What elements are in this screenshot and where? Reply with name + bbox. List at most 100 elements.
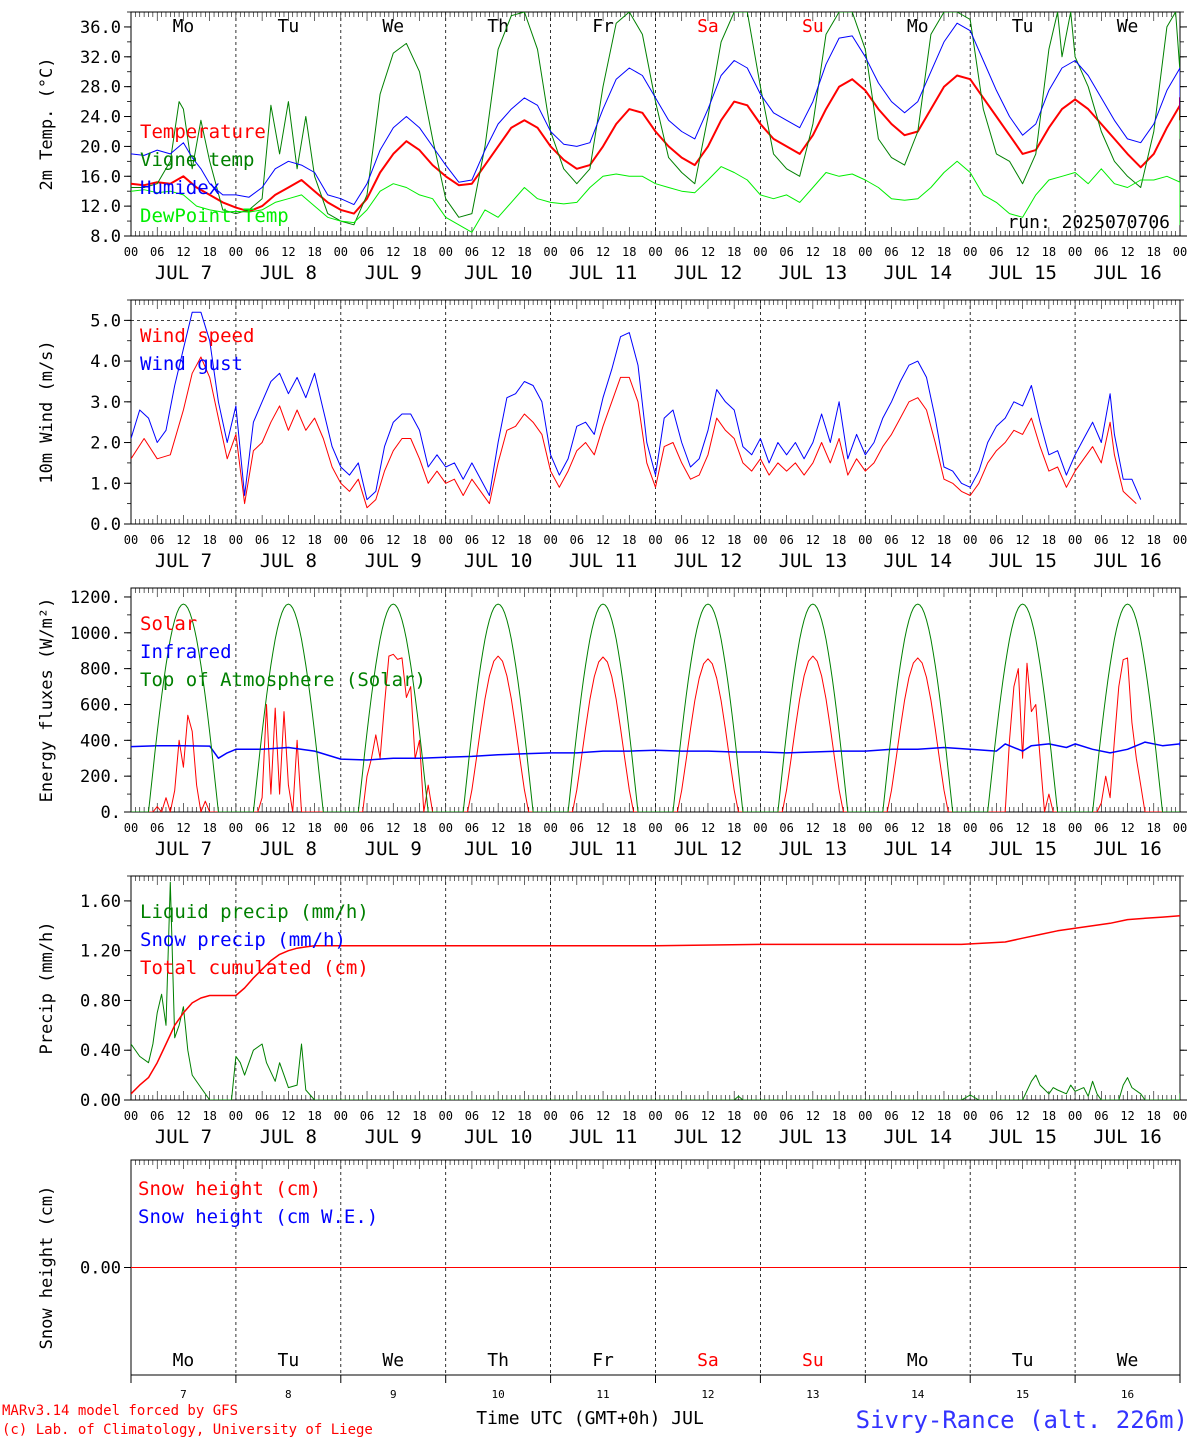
- x-hour-label: 00: [543, 245, 557, 259]
- weekday-label: Tu: [278, 1350, 300, 1371]
- x-date-label: JUL 11: [569, 1126, 638, 1148]
- weekday-label: Mo: [907, 16, 929, 37]
- panel-temperature: 8.0 12.0 16.0 20.0 24.0 28.0 32.0 36.0 2m Temp. …: [37, 11, 1187, 284]
- x-hour-label: 18: [937, 533, 951, 547]
- x-hour-label: 12: [386, 821, 400, 835]
- y-tick-label: 0.00: [80, 1091, 121, 1111]
- x-hour-label: 12: [596, 245, 610, 259]
- x-hour-label: 12: [1120, 533, 1134, 547]
- x-hour-label: 06: [674, 821, 688, 835]
- x-hour-label: 12: [1015, 821, 1029, 835]
- legend-item: Liquid precip (mm/h): [140, 901, 369, 923]
- day-number-label: 12: [701, 1388, 714, 1401]
- x-hour-label: 06: [674, 245, 688, 259]
- y-tick-label: 3.0: [90, 393, 121, 413]
- x-date-label: JUL 10: [464, 550, 533, 572]
- weekday-label: Tu: [278, 16, 300, 37]
- series-line-top-of-atmosphere-solar-: [131, 603, 1180, 812]
- x-date-label: JUL 15: [988, 262, 1057, 284]
- x-date-label: JUL 11: [569, 838, 638, 860]
- x-date-label: JUL 14: [883, 262, 952, 284]
- series-line-wind-gust: [131, 311, 1142, 501]
- x-date-label: JUL 11: [569, 262, 638, 284]
- x-hour-label: 06: [255, 1109, 269, 1123]
- x-hour-label: 12: [911, 245, 925, 259]
- y-tick-label: 1200.: [70, 588, 121, 608]
- weekday-label: Sa: [697, 16, 719, 37]
- y-tick-label: 24.0: [80, 108, 121, 128]
- x-hour-label: 00: [124, 533, 138, 547]
- x-hour-label: 00: [334, 1109, 348, 1123]
- y-tick-label: 4.0: [90, 352, 121, 372]
- x-hour-label: 00: [858, 245, 872, 259]
- x-date-label: JUL 11: [569, 550, 638, 572]
- weekday-label: Fr: [592, 16, 614, 37]
- x-date-label: JUL 16: [1093, 1126, 1162, 1148]
- series-line-vigne-temp: [131, 12, 1180, 226]
- x-date-label: JUL 7: [155, 550, 212, 572]
- x-hour-label: 06: [255, 533, 269, 547]
- y-axis-title: Energy fluxes (W/m²): [37, 598, 57, 803]
- x-date-label: JUL 7: [155, 838, 212, 860]
- x-hour-label: 00: [858, 1109, 872, 1123]
- x-hour-label: 00: [753, 1109, 767, 1123]
- x-hour-label: 18: [412, 1109, 426, 1123]
- x-hour-label: 06: [1094, 245, 1108, 259]
- x-hour-label: 06: [570, 1109, 584, 1123]
- x-hour-label: 18: [727, 821, 741, 835]
- x-hour-label: 06: [1094, 1109, 1108, 1123]
- x-hour-label: 06: [1094, 821, 1108, 835]
- x-date-label: JUL 12: [674, 1126, 743, 1148]
- x-hour-label: 18: [1042, 245, 1056, 259]
- y-tick-label: 32.0: [80, 48, 121, 68]
- legend-item: Infrared: [140, 641, 232, 663]
- x-hour-label: 12: [176, 821, 190, 835]
- x-hour-label: 12: [176, 245, 190, 259]
- x-hour-label: 00: [543, 533, 557, 547]
- x-date-label: JUL 9: [365, 1126, 422, 1148]
- x-hour-label: 06: [465, 533, 479, 547]
- x-hour-label: 12: [701, 245, 715, 259]
- x-hour-label: 00: [648, 821, 662, 835]
- series-line-humidex: [131, 22, 1180, 206]
- weekday-label: We: [382, 16, 404, 37]
- y-tick-label: 2.0: [90, 434, 121, 454]
- weekday-label: Su: [802, 1350, 824, 1371]
- plot-frame: [130, 299, 1181, 525]
- y-tick-label: 1.60: [80, 892, 121, 912]
- x-hour-label: 06: [989, 821, 1003, 835]
- weekday-label: Tu: [1012, 16, 1034, 37]
- x-hour-label: 18: [1042, 821, 1056, 835]
- x-hour-label: 12: [386, 533, 400, 547]
- x-hour-label: 00: [1068, 533, 1082, 547]
- weekday-label: Mo: [173, 1350, 195, 1371]
- x-hour-label: 06: [674, 533, 688, 547]
- x-hour-label: 12: [281, 1109, 295, 1123]
- x-hour-label: 12: [911, 533, 925, 547]
- x-hour-label: 06: [465, 245, 479, 259]
- x-hour-label: 18: [1147, 533, 1161, 547]
- x-date-label: JUL 13: [779, 1126, 848, 1148]
- x-hour-label: 00: [124, 1109, 138, 1123]
- legend-item: Total cumulated (cm): [140, 957, 369, 979]
- series-group: [131, 311, 1142, 509]
- y-tick-label: 0.0: [90, 515, 121, 535]
- legend-item: Wind gust: [140, 353, 243, 375]
- weekday-label: We: [1117, 16, 1139, 37]
- x-hour-label: 18: [517, 245, 531, 259]
- y-tick-label: 400.: [80, 731, 121, 751]
- x-hour-label: 06: [884, 533, 898, 547]
- x-hour-label: 18: [832, 245, 846, 259]
- x-hour-label: 06: [779, 245, 793, 259]
- x-hour-label: 18: [307, 821, 321, 835]
- x-date-label: JUL 10: [464, 1126, 533, 1148]
- y-axis-title: 2m Temp. (°C): [37, 57, 57, 190]
- x-hour-label: 18: [412, 821, 426, 835]
- y-axis-title: 10m Wind (m/s): [37, 340, 57, 483]
- series-group: [131, 12, 1180, 233]
- x-hour-label: 06: [570, 821, 584, 835]
- x-date-label: JUL 12: [674, 550, 743, 572]
- x-hour-label: 12: [1015, 245, 1029, 259]
- y-tick-label: 1.0: [90, 474, 121, 494]
- x-hour-label: 06: [255, 245, 269, 259]
